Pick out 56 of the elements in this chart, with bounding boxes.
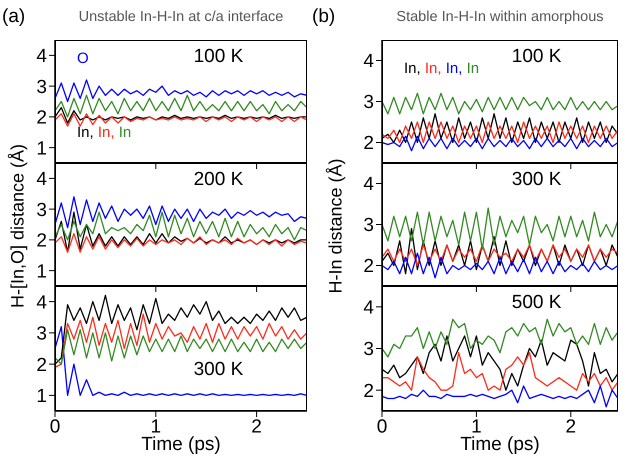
y-tick-label: 4 [36,46,48,68]
y-tick-label: 1 [36,386,47,408]
annotation: 200 K [194,169,244,191]
line-series [55,113,307,127]
text: (b) [312,6,336,28]
line-series [382,136,618,152]
chart-title: Stable In-H-In within amorphous [395,9,605,25]
y-tick-label: 3 [36,76,47,98]
y-tick-label: 2 [36,108,47,129]
y-tick-label: 2 [36,354,47,376]
line-series [55,79,307,102]
y-tick-label: 2 [36,230,47,252]
y-tick-label: 3 [36,200,47,221]
annotation: 500 K [512,292,562,314]
line-series [55,212,307,241]
line-series [382,121,618,144]
line-series [55,196,307,228]
annotation: In, In, In [77,124,132,141]
y-tick-label: 4 [36,292,48,314]
line-series [55,326,307,396]
y-tick-label: 3 [36,324,47,345]
line-series [55,94,307,118]
y-tick-label: 4 [363,298,374,319]
line-series [382,352,618,391]
y-tick-label: 2 [363,256,374,278]
line-series [382,385,618,408]
line-series [382,318,618,358]
y-tick-label: 2 [363,380,374,402]
y-tick-label: 4 [36,169,48,190]
y-tick-label: 2 [363,133,374,154]
line-series [382,207,618,250]
annotation: 300 K [512,169,562,191]
x-tick-label: 0 [376,416,388,438]
annotation: In, In, In, In [404,60,480,77]
x-tick-label: 2 [251,416,262,438]
line-series [382,252,618,278]
x-tick-label: 0 [50,416,60,438]
y-tick-label: 1 [36,261,47,282]
y-tick-label: 3 [363,92,374,114]
y-tick-label: 4 [363,174,374,196]
y-tick-label: 3 [363,215,374,236]
chart-title: Unstable In-H-In at c/a interface [78,9,284,25]
annotation: 100 K [512,46,562,68]
y-tick-label: 1 [36,138,47,160]
line-series [55,233,307,253]
annotation: O [77,50,89,67]
line-series [382,244,618,266]
x-tick-label: 2 [566,416,576,438]
y-axis-title: H-In distance (Å) [326,158,346,294]
annotation: 300 K [194,358,244,380]
annotation: 100 K [194,46,244,68]
line-series [382,92,618,114]
y-tick-label: 3 [363,339,374,360]
y-tick-label: 4 [363,51,374,72]
y-axis-title: H-[In,O] distance (Å) [8,143,28,308]
text: (a) [2,6,26,28]
